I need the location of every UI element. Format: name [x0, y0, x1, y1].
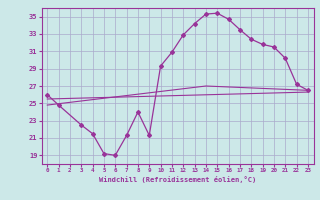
X-axis label: Windchill (Refroidissement éolien,°C): Windchill (Refroidissement éolien,°C): [99, 176, 256, 183]
